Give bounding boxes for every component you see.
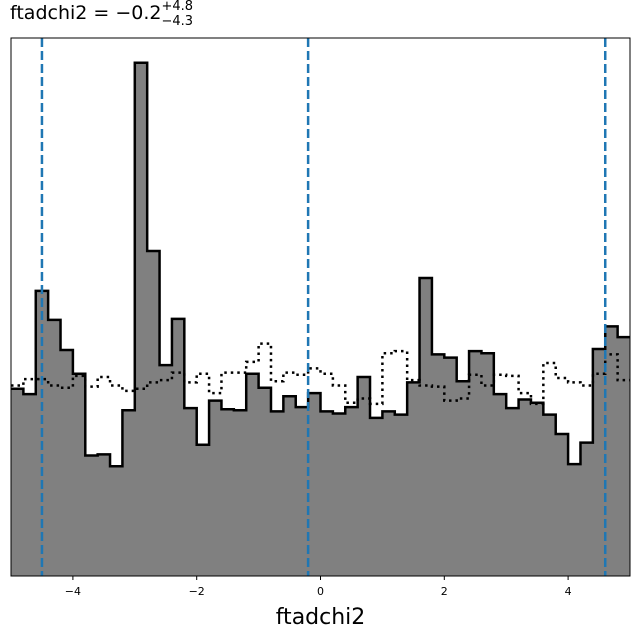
x-axis-ticks: −4 −2 0 2 4 [65,576,572,598]
x-axis-label: ftadchi2 [276,605,366,630]
x-tick-label: −4 [65,585,81,598]
title-errors: +4.8 −4.3 [161,0,202,28]
x-tick-label: −2 [189,585,205,598]
x-tick-label: 2 [441,585,448,598]
filled-histogram-area [11,62,630,577]
title-err-plus: +4.8 [161,0,194,14]
filled-histogram-edge [11,61,630,468]
x-tick-label: 4 [565,585,572,598]
title-err-minus: −4.3 [161,14,194,29]
filled-histogram [11,61,630,577]
x-tick-label: 0 [317,585,324,598]
vertical-lines [40,38,607,576]
title-value: −0.2 [115,2,162,24]
title-equals: = [87,2,116,24]
title-param-name: ftadchi2 [10,2,88,24]
chart-title: ftadchi2 = −0.2 +4.8 −4.3 [10,0,202,28]
